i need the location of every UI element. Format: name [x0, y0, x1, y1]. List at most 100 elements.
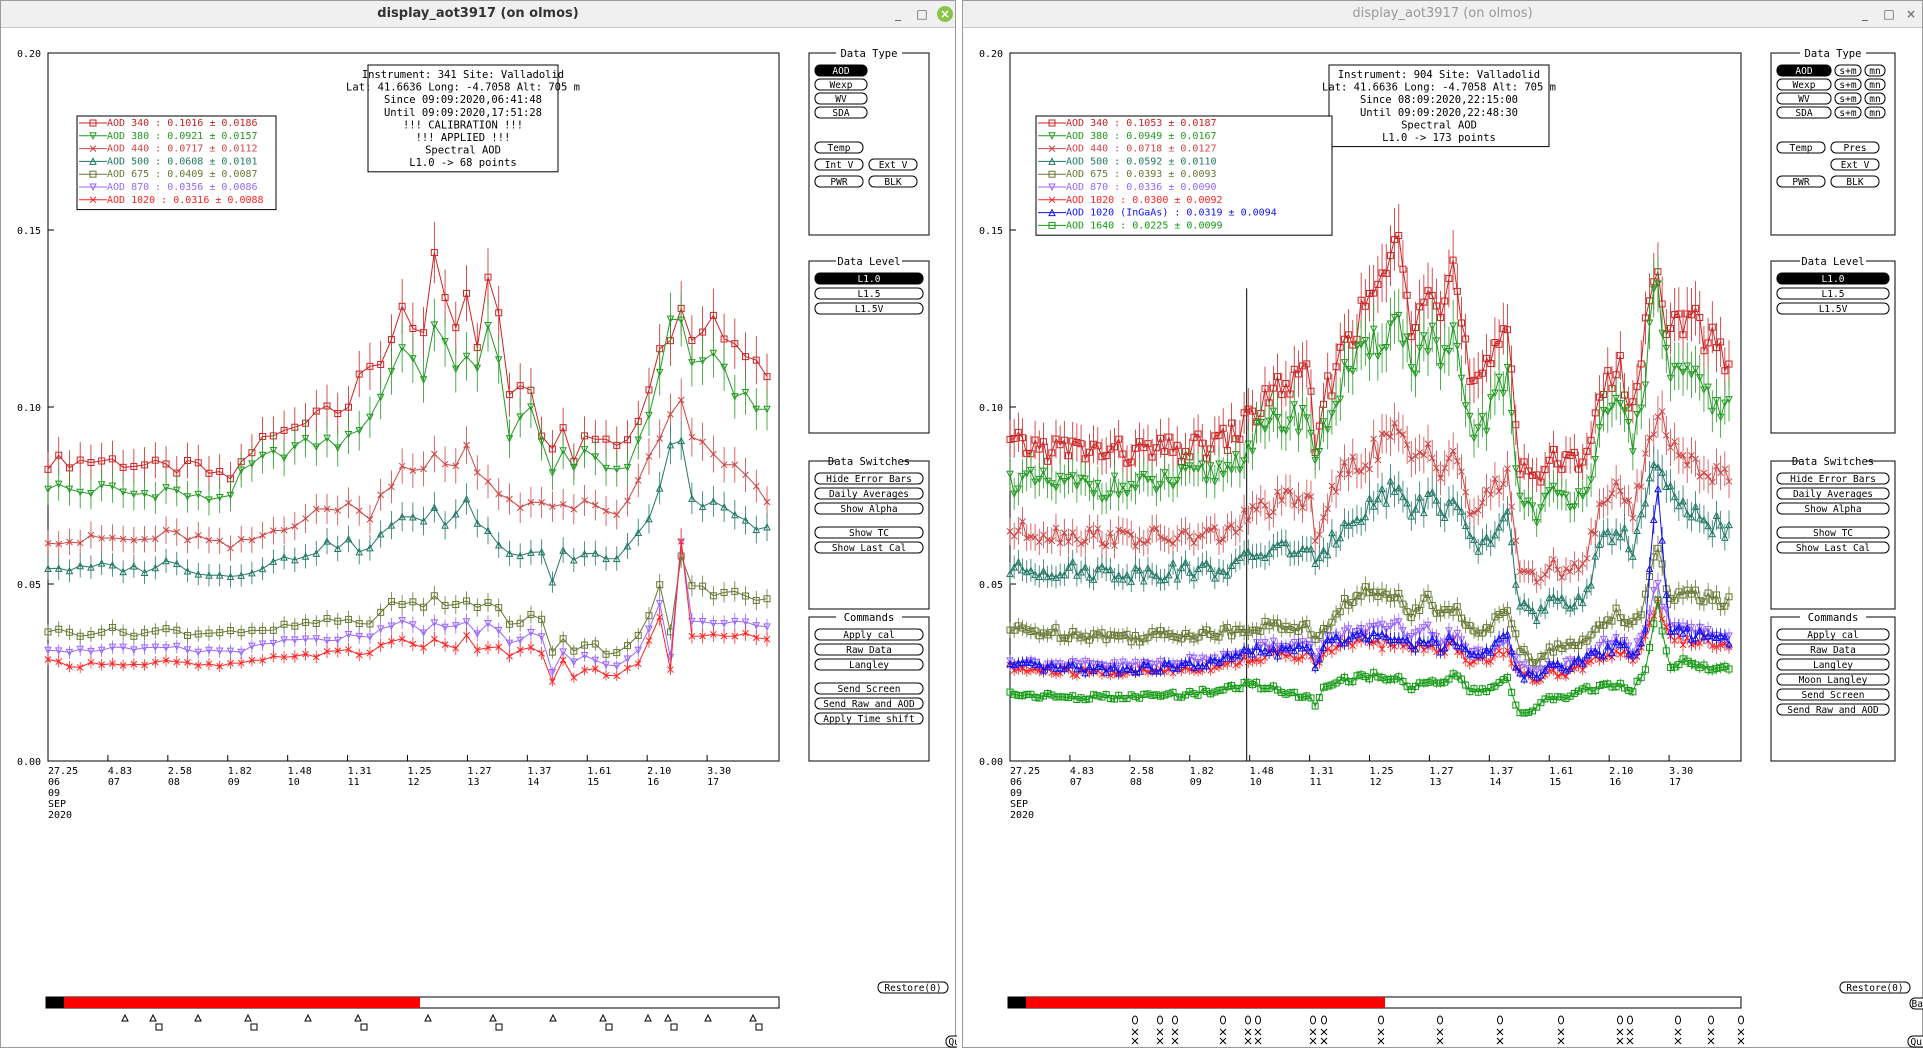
button-frame[interactable] [814, 502, 924, 515]
button-frame[interactable] [868, 175, 918, 188]
button-frame[interactable] [1864, 92, 1886, 105]
button-frame[interactable] [1776, 688, 1890, 701]
button-frame[interactable] [1834, 92, 1862, 105]
button-frame[interactable] [814, 287, 924, 300]
right-titlebar[interactable]: display_aot3917 (on olmos) _ □ × [963, 1, 1922, 28]
button-sda[interactable]: SDA [814, 106, 868, 119]
button-s-m[interactable]: s+m [1834, 78, 1862, 91]
button-frame[interactable] [814, 158, 864, 171]
button-wexp[interactable]: Wexp [814, 78, 868, 91]
button-frame[interactable] [1830, 175, 1880, 188]
button-frame[interactable] [877, 981, 949, 994]
button-pwr[interactable]: PWR [1776, 175, 1826, 188]
button-frame[interactable] [1830, 158, 1880, 171]
button-frame[interactable] [1909, 997, 1923, 1010]
button-blk[interactable]: BLK [1830, 175, 1880, 188]
button-apply-cal[interactable]: Apply cal [1776, 628, 1890, 641]
button-frame[interactable] [1776, 541, 1890, 554]
button-blk[interactable]: BLK [868, 175, 918, 188]
button-frame[interactable] [1834, 64, 1862, 77]
button-s-m[interactable]: s+m [1834, 106, 1862, 119]
maximize-icon[interactable]: □ [1883, 7, 1895, 21]
button-show-alpha[interactable]: Show Alpha [814, 502, 924, 515]
minimize-icon[interactable]: _ [1862, 7, 1868, 21]
button-frame[interactable] [814, 712, 924, 725]
button-level-l15v[interactable]: L1.5V [1776, 302, 1890, 315]
button-daily-averages[interactable]: Daily Averages [1776, 487, 1890, 500]
quit-button[interactable]: Quit [1907, 1035, 1923, 1048]
button-frame[interactable] [1776, 526, 1890, 539]
button-frame[interactable] [945, 1035, 957, 1048]
back-button[interactable]: Back [1909, 997, 1923, 1010]
button-hide-error-bars[interactable]: Hide Error Bars [814, 472, 924, 485]
button-pwr[interactable]: PWR [814, 175, 864, 188]
button-frame[interactable] [814, 272, 924, 285]
timeline-bar[interactable] [45, 996, 780, 1031]
button-frame[interactable] [1864, 78, 1886, 91]
button-frame[interactable] [1776, 628, 1890, 641]
button-frame[interactable] [1776, 302, 1890, 315]
button-frame[interactable] [1776, 472, 1890, 485]
button-frame[interactable] [814, 92, 868, 105]
button-send-screen[interactable]: Send Screen [1776, 688, 1890, 701]
button-frame[interactable] [1776, 141, 1826, 154]
button-frame[interactable] [1834, 106, 1862, 119]
button-mn[interactable]: mn [1864, 78, 1886, 91]
button-aod[interactable]: AOD [1776, 64, 1832, 77]
button-frame[interactable] [1776, 658, 1890, 671]
button-frame[interactable] [814, 682, 924, 695]
button-frame[interactable] [1776, 175, 1826, 188]
button-frame[interactable] [1834, 78, 1862, 91]
button-apply-cal[interactable]: Apply cal [814, 628, 924, 641]
button-wv[interactable]: WV [1776, 92, 1832, 105]
restore-button[interactable]: Restore(0) [877, 981, 949, 994]
button-moon-langley[interactable]: Moon Langley [1776, 673, 1890, 686]
button-frame[interactable] [814, 526, 924, 539]
button-pres[interactable]: Pres [1830, 141, 1880, 154]
button-int-v[interactable]: Int V [814, 158, 864, 171]
button-mn[interactable]: mn [1864, 92, 1886, 105]
button-frame[interactable] [814, 78, 868, 91]
left-titlebar[interactable]: display_aot3917 (on olmos) _ □ × [1, 1, 955, 28]
button-ext-v[interactable]: Ext V [868, 158, 918, 171]
button-hide-error-bars[interactable]: Hide Error Bars [1776, 472, 1890, 485]
button-s-m[interactable]: s+m [1834, 92, 1862, 105]
button-frame[interactable] [1864, 106, 1886, 119]
button-frame[interactable] [1776, 643, 1890, 656]
button-frame[interactable] [1830, 141, 1880, 154]
button-frame[interactable] [1776, 673, 1890, 686]
restore-button[interactable]: Restore(0) [1839, 981, 1911, 994]
button-daily-averages[interactable]: Daily Averages [814, 487, 924, 500]
button-mn[interactable]: mn [1864, 64, 1886, 77]
button-send-raw-and-aod[interactable]: Send Raw and AOD [1776, 703, 1890, 716]
close-icon[interactable]: × [937, 6, 953, 22]
button-frame[interactable] [1776, 487, 1890, 500]
quit-button[interactable]: Quit [945, 1035, 957, 1048]
button-wexp[interactable]: Wexp [1776, 78, 1832, 91]
button-send-raw-and-aod[interactable]: Send Raw and AOD [814, 697, 924, 710]
button-frame[interactable] [814, 141, 864, 154]
button-frame[interactable] [814, 106, 868, 119]
button-frame[interactable] [1776, 703, 1890, 716]
button-frame[interactable] [814, 472, 924, 485]
button-frame[interactable] [1907, 1035, 1923, 1048]
button-frame[interactable] [868, 158, 918, 171]
button-level-l10[interactable]: L1.0 [814, 272, 924, 285]
button-frame[interactable] [814, 64, 868, 77]
button-raw-data[interactable]: Raw Data [1776, 643, 1890, 656]
button-frame[interactable] [814, 175, 864, 188]
button-frame[interactable] [814, 628, 924, 641]
button-s-m[interactable]: s+m [1834, 64, 1862, 77]
button-frame[interactable] [814, 487, 924, 500]
button-frame[interactable] [1864, 64, 1886, 77]
button-frame[interactable] [1776, 502, 1890, 515]
button-frame[interactable] [1776, 64, 1832, 77]
button-temp[interactable]: Temp [1776, 141, 1826, 154]
close-icon[interactable]: × [1905, 7, 1917, 21]
button-frame[interactable] [1776, 92, 1832, 105]
button-frame[interactable] [814, 658, 924, 671]
button-show-last-cal[interactable]: Show Last Cal [814, 541, 924, 554]
button-send-screen[interactable]: Send Screen [814, 682, 924, 695]
button-show-tc[interactable]: Show TC [1776, 526, 1890, 539]
button-frame[interactable] [814, 541, 924, 554]
